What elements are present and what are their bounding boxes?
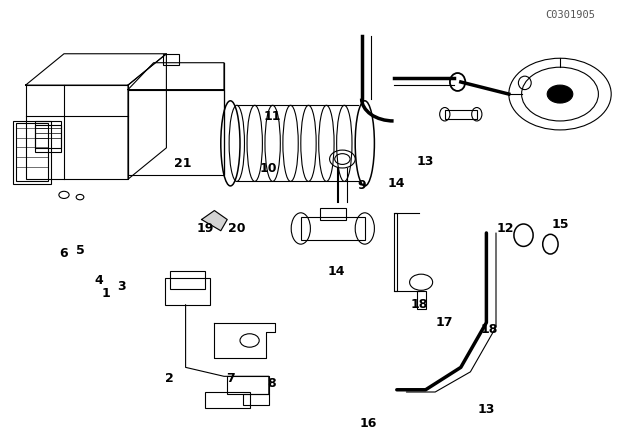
Text: 3: 3: [117, 280, 126, 293]
Bar: [417, 291, 426, 309]
Text: 14: 14: [327, 264, 345, 278]
Bar: [165, 278, 210, 305]
Text: 21: 21: [173, 157, 191, 170]
Text: 11: 11: [263, 110, 281, 123]
Bar: [301, 217, 365, 240]
Text: 18: 18: [481, 323, 499, 336]
Text: 8: 8: [268, 376, 276, 390]
Text: 7: 7: [226, 372, 235, 385]
Bar: [16, 123, 48, 181]
Bar: [13, 121, 51, 184]
Bar: [128, 90, 224, 175]
Polygon shape: [202, 211, 227, 231]
Bar: [26, 85, 128, 179]
Text: 4: 4: [95, 273, 104, 287]
Text: 17: 17: [436, 316, 454, 329]
Text: 6: 6: [60, 246, 68, 260]
Bar: [205, 392, 250, 408]
Bar: [35, 125, 61, 148]
Bar: [320, 208, 346, 220]
Text: 12: 12: [497, 222, 515, 235]
Circle shape: [547, 85, 573, 103]
Bar: [170, 271, 205, 289]
Text: 13: 13: [417, 155, 435, 168]
Bar: [394, 213, 397, 291]
Text: 16: 16: [359, 417, 377, 430]
Bar: [227, 376, 269, 394]
Bar: [35, 121, 61, 152]
Bar: [243, 394, 269, 405]
Text: 14: 14: [388, 177, 406, 190]
Text: 5: 5: [76, 244, 84, 258]
Bar: [445, 110, 477, 119]
Text: 1: 1: [101, 287, 110, 300]
Text: 20: 20: [228, 222, 246, 235]
Text: 19: 19: [196, 222, 214, 235]
Text: 2: 2: [165, 372, 174, 385]
Text: 13: 13: [477, 403, 495, 417]
Text: 15: 15: [551, 217, 569, 231]
Text: C0301905: C0301905: [545, 10, 595, 20]
Text: 18: 18: [410, 298, 428, 311]
Text: 10: 10: [260, 161, 278, 175]
Bar: [163, 54, 179, 65]
Text: 9: 9: [357, 179, 366, 193]
